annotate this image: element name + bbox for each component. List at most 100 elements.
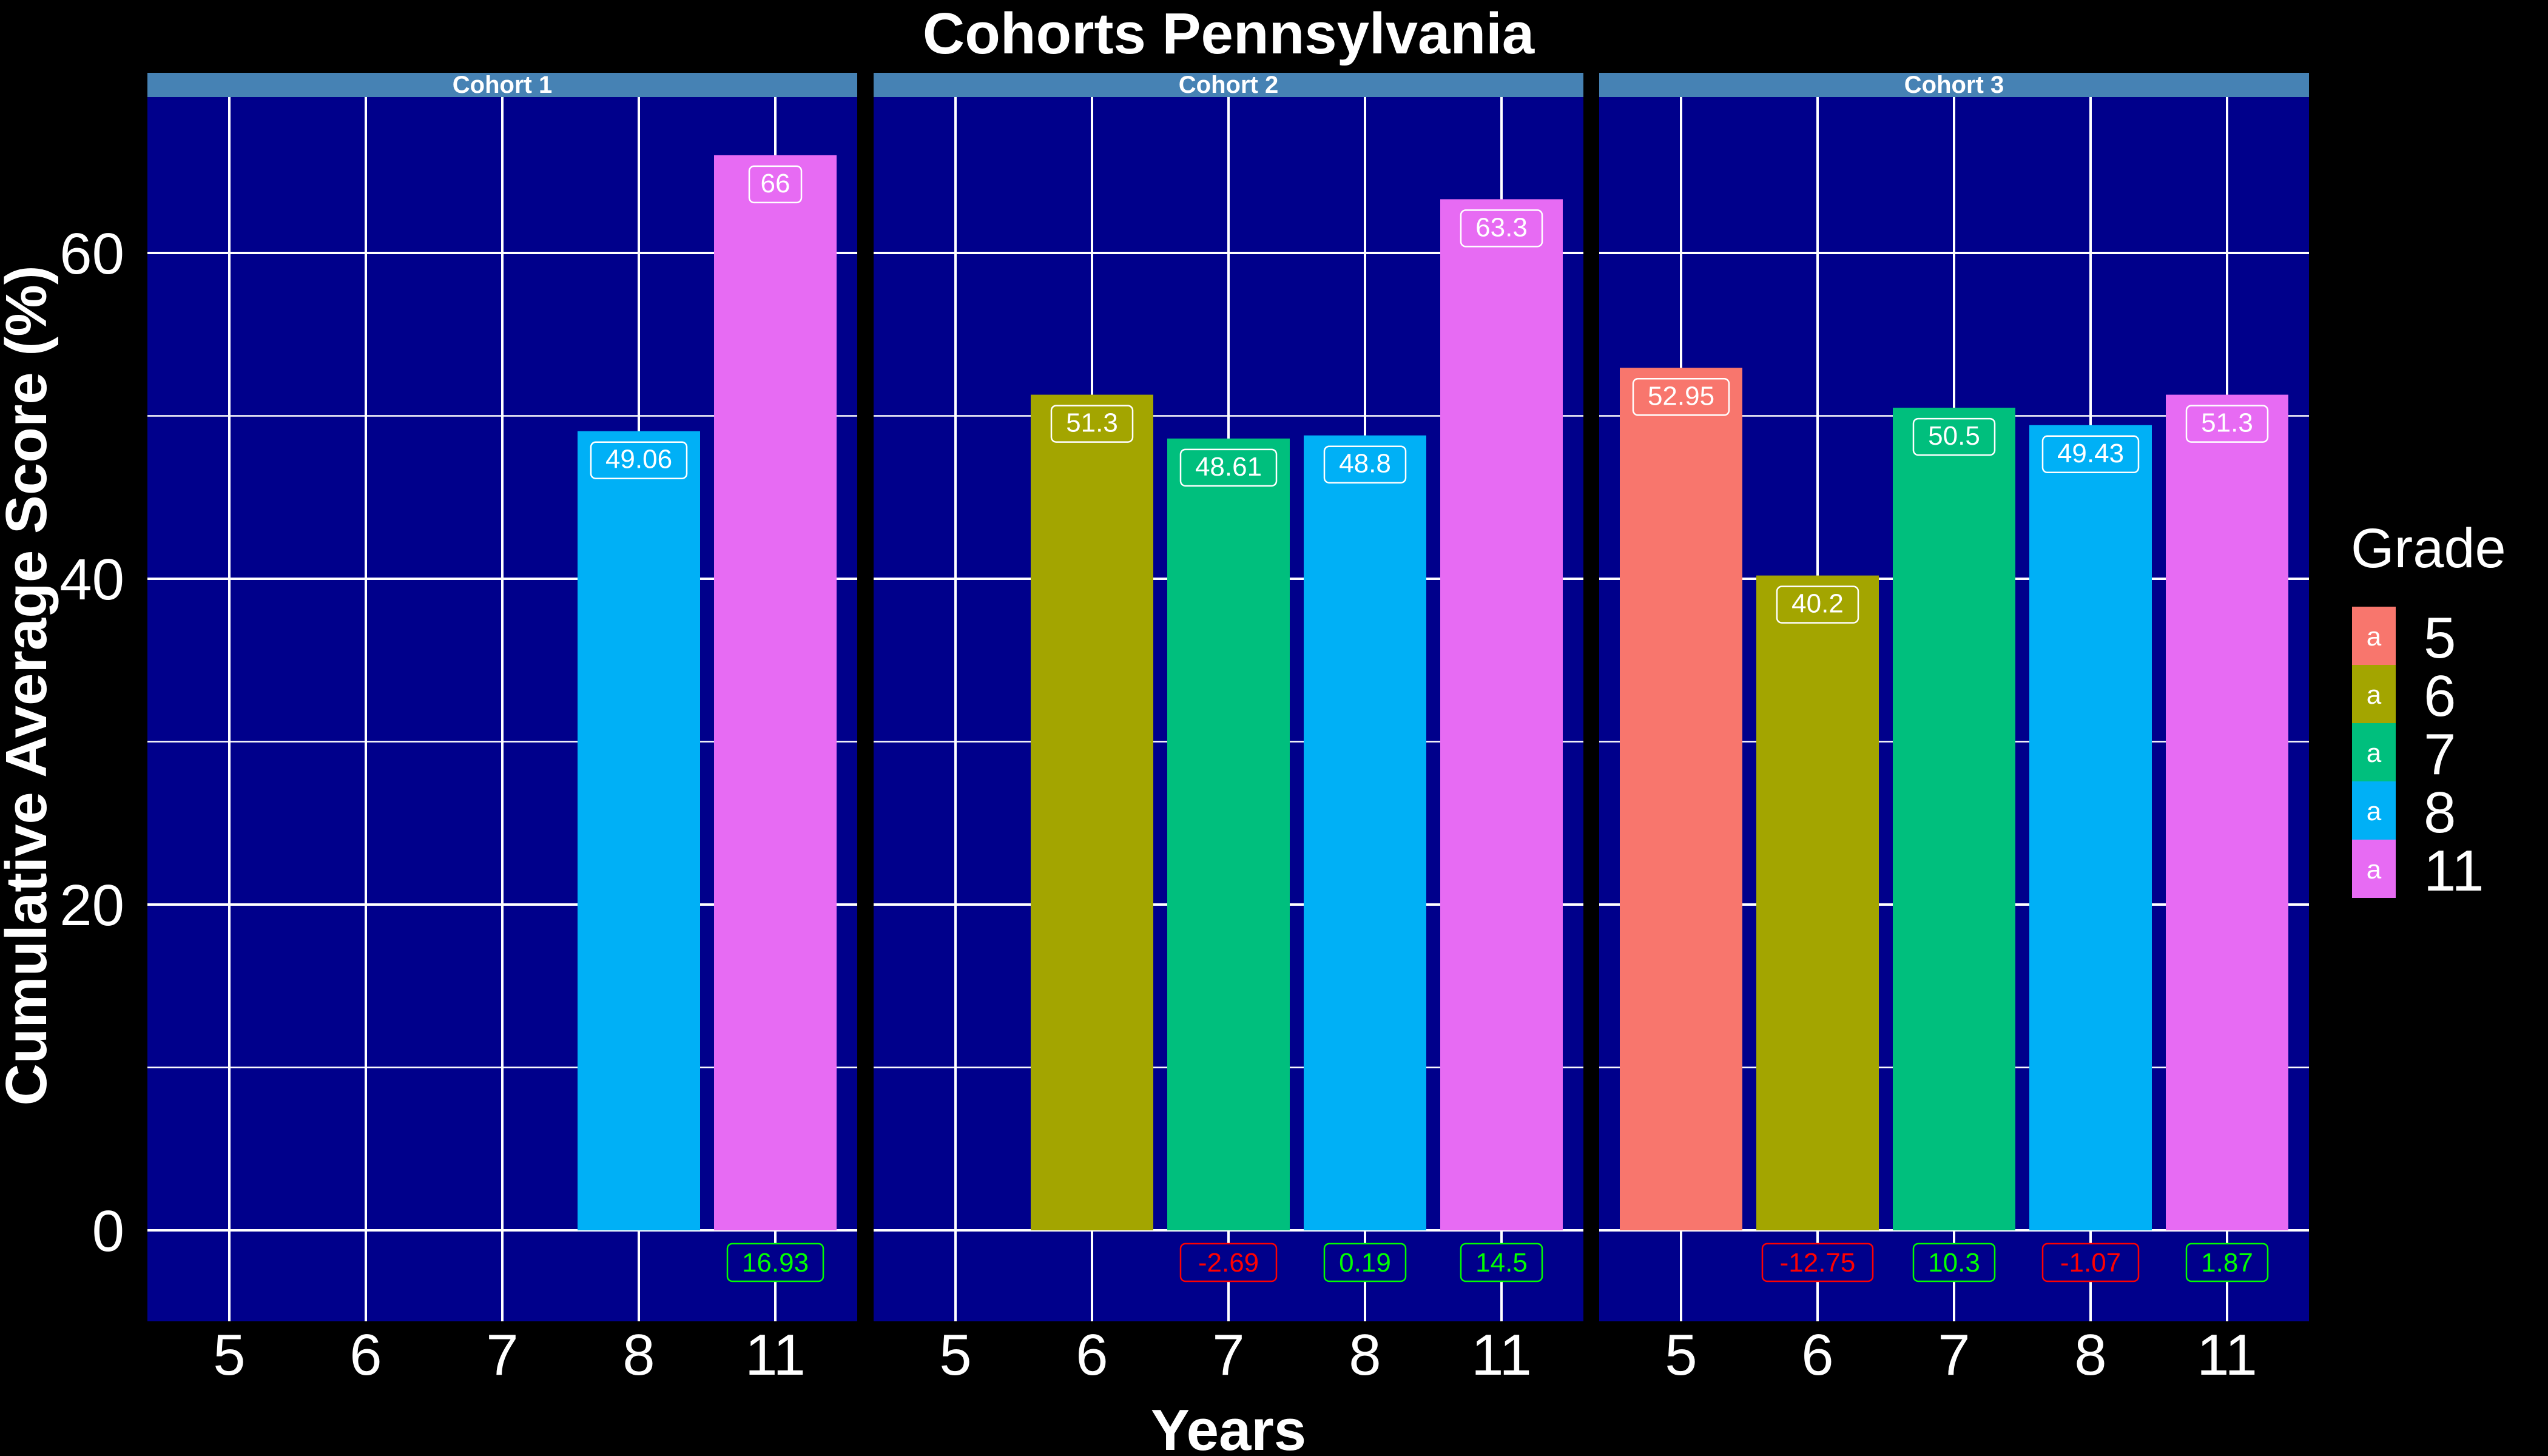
- legend-label: 6: [2424, 664, 2456, 729]
- legend-key-glyph: a: [2367, 680, 2382, 710]
- facet-strip: [874, 73, 1583, 97]
- legend: Grade a 5 a 6 a 7 a 8 a 11: [2351, 517, 2506, 903]
- legend-title: Grade: [2351, 517, 2506, 579]
- bar-value-label-box: [2185, 405, 2269, 443]
- x-tick-label: 5: [939, 1323, 971, 1387]
- bar-value-label: 63.3: [1475, 212, 1528, 242]
- change-label-box: [1912, 1242, 1996, 1282]
- bar: [1620, 368, 1742, 1230]
- change-label: 10.3: [1928, 1248, 1980, 1278]
- legend-label: 8: [2424, 780, 2456, 845]
- bar-value-label: 51.3: [2201, 408, 2253, 438]
- y-tick-label: 60: [59, 221, 124, 286]
- bar: [1440, 199, 1563, 1230]
- change-label-box: [1323, 1242, 1407, 1282]
- bar-value-label: 52.95: [1648, 381, 1714, 411]
- change-label-box: [1179, 1242, 1278, 1282]
- legend-key-grade-7: [2352, 723, 2396, 781]
- x-tick-label: 8: [622, 1323, 655, 1387]
- x-tick-label: 6: [1076, 1323, 1108, 1387]
- legend-label: 5: [2424, 605, 2456, 670]
- legend-key-grade-11: [2352, 840, 2396, 898]
- x-tick-label: 7: [1212, 1323, 1244, 1387]
- change-label: 0.19: [1339, 1248, 1391, 1278]
- x-tick-label: 7: [486, 1323, 518, 1387]
- change-label: 16.93: [742, 1248, 809, 1278]
- facet-strip-label: Cohort 2: [1179, 72, 1278, 98]
- change-label: -2.69: [1198, 1248, 1259, 1278]
- facet-strip-label: Cohort 1: [453, 72, 552, 98]
- y-axis: 0 20 40 60: [59, 221, 124, 1264]
- facet-strip: [147, 73, 857, 97]
- bar-value-label-box: [1632, 378, 1730, 416]
- legend-key-grade-5: [2352, 607, 2396, 665]
- bar-value-label: 51.3: [1066, 408, 1118, 438]
- panel-2: Cohort 2 51.3 48.61 48.8 63.3 -2.69 0.19 14.5 5 6…: [874, 72, 1583, 1387]
- x-axis-title: Years: [1151, 1398, 1306, 1456]
- change-label: 1.87: [2201, 1248, 2253, 1278]
- bar-value-label-box: [1323, 445, 1407, 484]
- bar: [714, 155, 837, 1230]
- legend-key-glyph: a: [2367, 797, 2382, 826]
- change-label-box: [2041, 1242, 2140, 1282]
- bar: [1304, 435, 1426, 1230]
- change-label: -1.07: [2060, 1248, 2121, 1278]
- bar: [1031, 394, 1153, 1230]
- y-tick-label: 0: [92, 1199, 124, 1264]
- x-tick-label: 5: [213, 1323, 245, 1387]
- bar-value-label-box: [590, 441, 688, 479]
- change-label-box: [1460, 1242, 1543, 1282]
- change-label-box: [2185, 1242, 2269, 1282]
- bar-value-label-box: [1776, 585, 1859, 624]
- legend-label: 7: [2424, 722, 2456, 787]
- facet-strip: [1599, 73, 2309, 97]
- bar-value-label: 48.61: [1195, 452, 1262, 482]
- bar: [2029, 425, 2152, 1231]
- bar-value-label: 66: [761, 169, 790, 198]
- bar: [578, 431, 700, 1230]
- legend-key-glyph: a: [2367, 855, 2382, 885]
- change-label-box: [726, 1242, 824, 1282]
- legend-label: 11: [2424, 838, 2484, 903]
- y-tick-label: 40: [59, 547, 124, 612]
- legend-key-grade-8: [2352, 781, 2396, 840]
- bar-value-label: 40.2: [1791, 589, 1844, 619]
- bar-value-label-box: [1050, 405, 1134, 443]
- bar: [1893, 408, 2015, 1231]
- panel-1: Cohort 1 49.06 66 16.93 5 6 7 8 11: [147, 72, 857, 1387]
- x-tick-label: 5: [1665, 1323, 1697, 1387]
- bar-value-label-box: [748, 165, 803, 204]
- x-tick-label: 11: [745, 1323, 806, 1387]
- facet-strip-label: Cohort 3: [1904, 72, 2004, 98]
- change-label: -12.75: [1780, 1248, 1856, 1278]
- bar-value-label: 49.43: [2057, 439, 2124, 468]
- panel-3: Cohort 3 52.95 40.2 50.5 49.43 51.3 -12.75 10.3…: [1599, 72, 2309, 1387]
- bar-value-label-box: [1179, 448, 1278, 487]
- change-label-box: [1761, 1242, 1874, 1282]
- x-tick-label: 6: [1801, 1323, 1833, 1387]
- x-tick-label: 11: [2197, 1323, 2257, 1387]
- legend-key-grade-6: [2352, 665, 2396, 723]
- y-axis-title: Cumulative Average Score (%): [0, 265, 59, 1105]
- x-tick-label: 6: [349, 1323, 382, 1387]
- legend-key-glyph: a: [2367, 738, 2382, 768]
- bar: [1167, 438, 1290, 1230]
- x-tick-label: 8: [1349, 1323, 1381, 1387]
- y-tick-label: 20: [59, 873, 124, 938]
- bar: [2166, 394, 2288, 1230]
- change-label: 14.5: [1475, 1248, 1528, 1278]
- bar-value-label: 49.06: [605, 445, 672, 474]
- chart-title: Cohorts Pennsylvania: [923, 1, 1535, 66]
- bar-value-label: 50.5: [1928, 421, 1980, 451]
- bar-value-label-box: [2041, 435, 2140, 474]
- bar-value-label-box: [1460, 209, 1543, 248]
- bar-value-label: 48.8: [1339, 449, 1391, 479]
- bar: [1756, 575, 1879, 1230]
- x-tick-label: 8: [2074, 1323, 2106, 1387]
- x-tick-label: 11: [1471, 1323, 1532, 1387]
- bar-value-label-box: [1912, 417, 1996, 456]
- x-tick-label: 7: [1938, 1323, 1970, 1387]
- legend-key-glyph: a: [2367, 622, 2382, 652]
